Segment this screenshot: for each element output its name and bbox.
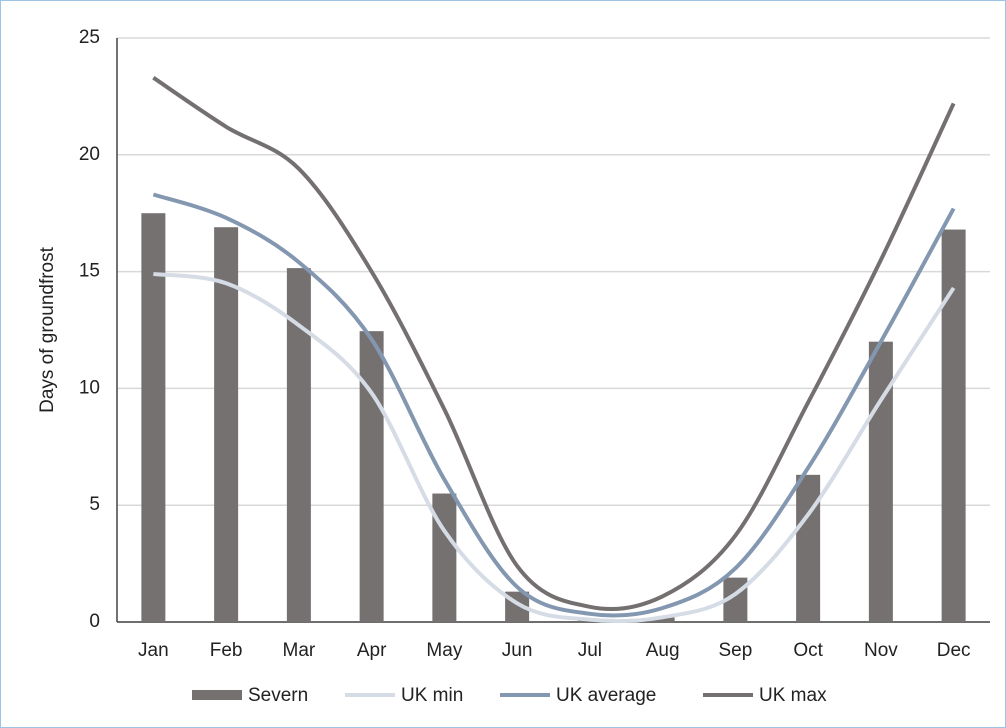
x-tick-label: Nov bbox=[864, 640, 898, 661]
bar bbox=[214, 227, 239, 622]
line-series bbox=[152, 192, 956, 618]
x-tick-label: Jul bbox=[578, 640, 602, 661]
bar bbox=[432, 493, 457, 622]
x-tick-label: Jan bbox=[138, 640, 169, 661]
x-tick-label: Mar bbox=[283, 640, 316, 661]
line-series bbox=[152, 76, 956, 611]
line-series bbox=[153, 271, 956, 624]
x-tick-label: Oct bbox=[793, 640, 823, 661]
y-tick-label: 20 bbox=[79, 144, 100, 165]
bar bbox=[650, 617, 675, 622]
x-tick-label: Dec bbox=[937, 640, 971, 661]
y-tick-label: 5 bbox=[89, 494, 100, 515]
legend-label: UK max bbox=[759, 685, 827, 706]
bar bbox=[796, 474, 821, 622]
bar bbox=[359, 331, 384, 622]
x-tick-label: Apr bbox=[357, 640, 387, 661]
x-tick-label: Sep bbox=[718, 640, 752, 661]
y-tick-label: 25 bbox=[79, 27, 100, 48]
bar bbox=[941, 229, 966, 622]
legend-label: Severn bbox=[248, 685, 308, 706]
legend-label: UK min bbox=[401, 685, 463, 706]
legend-swatch bbox=[192, 690, 242, 700]
x-tick-label: May bbox=[426, 640, 462, 661]
y-tick-label: 0 bbox=[89, 611, 100, 632]
y-tick-label: 15 bbox=[79, 261, 100, 282]
x-tick-label: Aug bbox=[646, 640, 680, 661]
legend-label: UK average bbox=[556, 685, 656, 706]
y-axis-label: Days of groundfrost bbox=[37, 246, 58, 413]
y-tick-label: 10 bbox=[79, 377, 100, 398]
x-tick-label: Feb bbox=[210, 640, 243, 661]
bar bbox=[141, 213, 166, 622]
x-tick-label: Jun bbox=[502, 640, 533, 661]
